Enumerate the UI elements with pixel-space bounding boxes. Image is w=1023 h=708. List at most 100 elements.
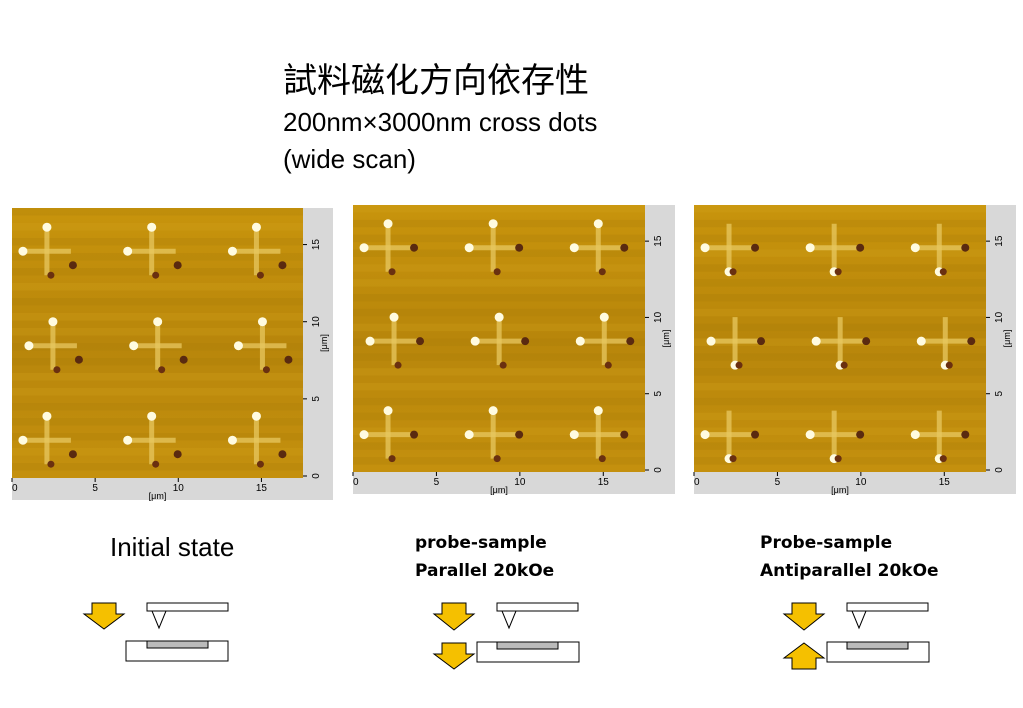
dark-pole: [521, 337, 530, 346]
scan-line: [12, 448, 303, 456]
scan-line: [353, 383, 645, 391]
scan-line: [694, 234, 986, 243]
dark-pole: [751, 243, 760, 252]
bright-pole: [153, 317, 163, 327]
bright-pole: [383, 219, 393, 229]
title: 試料磁化方向依存性: [283, 61, 589, 101]
arrow-down: [82, 602, 126, 630]
scan-line: [353, 397, 645, 406]
scan-line: [353, 279, 645, 287]
bright-pole: [916, 336, 926, 346]
dark-pole: [388, 268, 396, 276]
bright-pole: [805, 243, 815, 253]
dark-pole: [410, 243, 419, 252]
y-tick-label: 10: [311, 316, 322, 328]
scan-line: [353, 234, 645, 243]
x-tick-label: 10: [855, 477, 867, 488]
scan-line: [12, 253, 303, 261]
bright-pole: [488, 219, 498, 229]
y-tick-label: 10: [994, 311, 1005, 323]
y-tick-label: 5: [994, 390, 1005, 396]
scan-line: [12, 433, 303, 441]
bright-pole: [494, 312, 504, 322]
dark-pole: [256, 271, 264, 279]
dark-pole: [173, 261, 182, 270]
bright-pole: [464, 243, 474, 253]
bright-pole: [257, 317, 267, 327]
scan-line: [12, 418, 303, 426]
dark-pole: [626, 337, 635, 346]
dark-pole: [410, 430, 419, 439]
scan-line: [694, 294, 986, 302]
x-tick-label: 15: [939, 477, 951, 488]
y-tick-label: 0: [994, 467, 1005, 473]
scan-line: [353, 294, 645, 302]
scan-line: [12, 283, 303, 291]
scan-line: [694, 219, 986, 228]
dark-pole: [499, 361, 507, 369]
dark-pole: [856, 430, 865, 439]
cantilever: [496, 602, 579, 612]
x-unit: [μm]: [149, 491, 167, 501]
dark-pole: [939, 268, 947, 276]
bright-pole: [359, 243, 369, 253]
x-tick-label: 10: [173, 483, 185, 494]
x-tick-label: 5: [92, 483, 98, 494]
dark-pole: [68, 261, 77, 270]
arrow-down: [782, 602, 826, 631]
dark-pole: [47, 271, 55, 279]
dark-pole: [394, 361, 402, 369]
dark-pole: [47, 460, 55, 468]
bright-pole: [18, 435, 28, 445]
bright-pole: [123, 246, 133, 256]
dark-pole: [598, 455, 606, 463]
y-unit: [μm]: [1002, 330, 1012, 348]
scan-line: [694, 205, 986, 213]
dark-pole: [68, 450, 77, 459]
bright-pole: [910, 430, 920, 440]
x-tick-label: 0: [694, 477, 700, 488]
dark-pole: [158, 366, 166, 374]
dark-pole: [620, 243, 629, 252]
scan-line: [694, 397, 986, 406]
dark-pole: [967, 337, 976, 346]
dark-pole: [757, 337, 766, 346]
bright-pole: [488, 406, 498, 416]
dark-pole: [152, 460, 160, 468]
scan-line: [694, 264, 986, 272]
dark-pole: [278, 261, 287, 270]
caption: Probe-sample: [760, 533, 892, 553]
scan-line: [353, 412, 645, 421]
bright-pole: [700, 430, 710, 440]
dark-pole: [939, 455, 947, 463]
bright-pole: [251, 411, 261, 421]
x-tick-label: 0: [353, 477, 359, 488]
bright-pole: [24, 341, 34, 351]
y-tick-label: 15: [653, 235, 664, 247]
dark-pole: [840, 361, 848, 369]
x-tick-label: 5: [775, 477, 781, 488]
film: [846, 641, 909, 650]
scan-line: [12, 313, 303, 321]
subtitle: (wide scan): [283, 144, 416, 174]
dark-pole: [751, 430, 760, 439]
dark-pole: [278, 450, 287, 459]
scan-line: [353, 308, 645, 317]
dark-pole: [729, 268, 737, 276]
scan-line: [353, 427, 645, 435]
mfm-image: 0 5 10 15 [μm] 0 5 10 15 [μm]: [352, 205, 675, 495]
bright-pole: [706, 336, 716, 346]
x-tick-label: 10: [514, 477, 526, 488]
scan-line: [694, 427, 986, 435]
scan-line: [12, 388, 303, 396]
y-unit: [μm]: [661, 330, 671, 348]
tip: [151, 610, 167, 630]
cantilever: [146, 602, 229, 612]
dark-pole: [493, 455, 501, 463]
bright-pole: [48, 317, 58, 327]
y-tick-label: 15: [994, 235, 1005, 247]
scan-line: [694, 412, 986, 421]
cantilever: [846, 602, 929, 612]
caption: probe-sample: [415, 533, 547, 553]
subtitle: 200nm×3000nm cross dots: [283, 107, 597, 137]
